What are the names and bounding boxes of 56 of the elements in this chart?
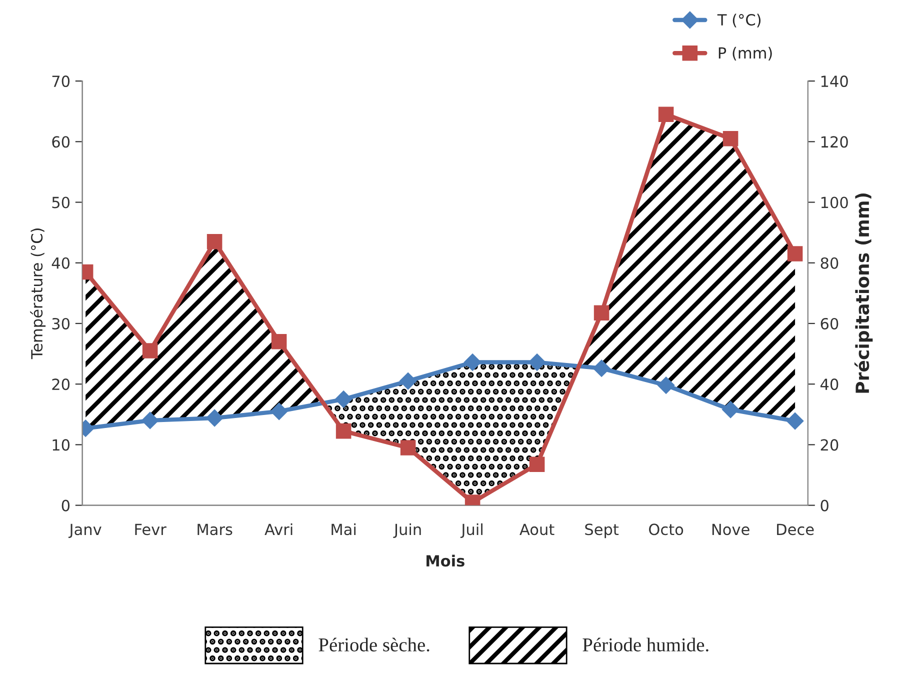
y2-tick-label: 140 [821,76,848,88]
point [722,400,740,418]
y-tick-label: 10 [52,439,70,451]
point [271,334,287,350]
y2-tick-label: 120 [821,136,848,148]
point [594,305,610,321]
y2-axis-title: Précipitations (mm) [854,194,873,393]
point [400,372,417,390]
point [722,130,738,146]
x-tick-label: Sept [585,524,619,538]
x-axis-title: Mois [426,554,464,567]
x-tick-label: Mars [198,524,232,536]
x-tick-label: Octo [649,524,684,536]
y-tick-label: 30 [52,318,70,330]
point [528,354,546,371]
y2-tick-label: 80 [820,257,838,269]
x-tick-label: Janv [68,524,102,538]
point [270,402,288,420]
point [464,354,482,371]
x-tick-label: Avri [264,523,292,535]
legend-label: T (°C) [717,14,760,28]
y2-tick-label: 40 [820,378,838,390]
point [529,456,545,472]
y2-tick-label: 20 [820,439,838,451]
point [336,423,352,439]
x-tick-label: Mai [332,523,356,536]
point [658,376,675,394]
y-axis-title: Température (°C) [30,228,46,360]
point [206,234,222,250]
x-tick-label: Aout [520,524,554,536]
point [400,440,416,456]
y-tick-label: 70 [52,76,70,88]
x-tick-label: Juil [460,523,482,538]
point [142,343,158,358]
text: Période humide. [582,638,708,652]
y2-tick-label: 100 [821,196,848,208]
x-tick-label: Fevr [135,524,166,536]
y-tick-label: 20 [52,378,70,390]
point [658,106,674,122]
y-tick-label: 0 [62,500,70,512]
point [787,246,803,262]
y2-tick-label: 60 [820,318,838,330]
point [786,412,804,430]
point [142,412,159,429]
text: Période sèche. [318,638,430,652]
y-tick-label: 50 [52,196,70,208]
x-tick-label: Juin [393,523,421,538]
legend-label: P (mm) [718,46,772,60]
y2-tick-label: 0 [820,500,828,512]
y-tick-label: 60 [52,136,70,148]
point [593,360,610,377]
point [206,409,224,427]
point [335,390,352,408]
y-tick-label: 40 [52,257,70,269]
x-tick-label: Nove [712,524,750,536]
x-tick-label: Dece [777,524,814,536]
